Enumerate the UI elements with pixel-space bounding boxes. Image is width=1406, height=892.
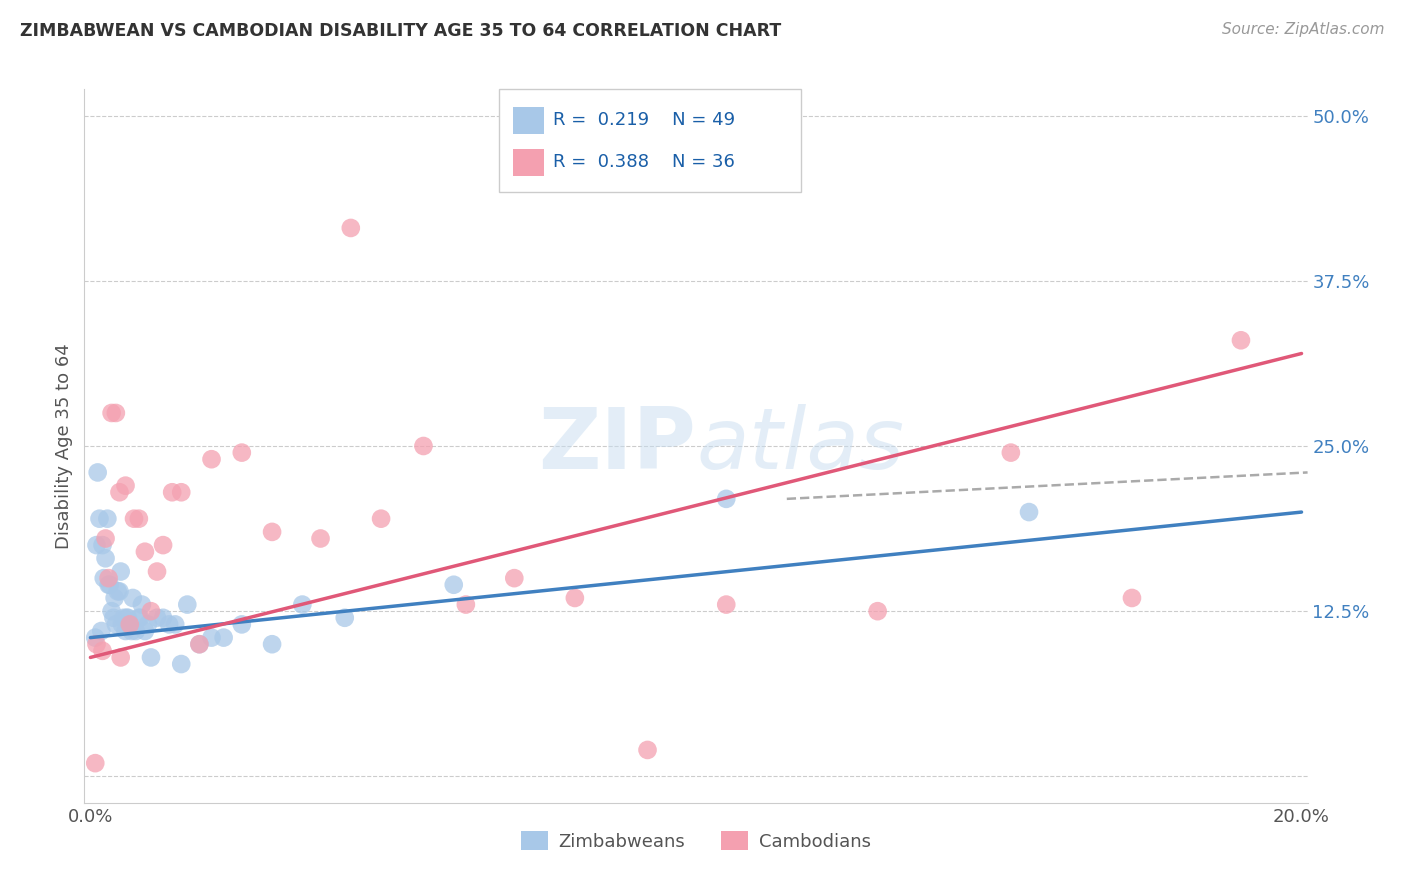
Point (104, 406, 127, 420)
Point (309, 532, 332, 546)
Point (637, 743, 659, 757)
Point (176, 598, 198, 612)
Point (89, 511, 111, 525)
Point (128, 511, 150, 525)
Point (262, 637, 284, 651)
Point (134, 545, 156, 559)
Point (91, 538, 114, 552)
Point (114, 478, 136, 492)
Point (118, 617, 141, 632)
Point (104, 591, 127, 605)
Point (231, 617, 253, 632)
Point (103, 611, 125, 625)
Point (94, 551, 117, 566)
Point (1230, 333, 1253, 347)
Point (134, 624, 156, 638)
Point (165, 617, 187, 632)
Point (157, 617, 180, 632)
Point (152, 538, 174, 552)
Point (443, 578, 465, 592)
Legend: Zimbabweans, Cambodians: Zimbabweans, Cambodians (513, 824, 879, 858)
Point (125, 624, 148, 638)
Point (188, 637, 211, 651)
Point (200, 452, 222, 467)
Point (200, 631, 222, 645)
Point (86, 538, 108, 552)
Point (94, 532, 117, 546)
Point (110, 650, 132, 665)
Text: ZIP: ZIP (538, 404, 696, 488)
Point (128, 611, 150, 625)
Point (121, 591, 143, 605)
Text: ZIMBABWEAN VS CAMBODIAN DISABILITY AGE 35 TO 64 CORRELATION CHART: ZIMBABWEAN VS CAMBODIAN DISABILITY AGE 3… (20, 22, 780, 40)
Point (231, 445, 253, 459)
Point (412, 439, 434, 453)
Point (110, 565, 132, 579)
Point (118, 617, 141, 632)
Point (866, 604, 889, 618)
Point (100, 604, 122, 618)
Point (1018, 505, 1040, 519)
Point (131, 598, 153, 612)
Point (108, 485, 131, 500)
Point (262, 524, 284, 539)
Point (112, 611, 135, 625)
Point (340, 221, 363, 235)
Point (139, 650, 162, 665)
Point (716, 598, 738, 612)
Point (129, 611, 152, 625)
Point (96, 511, 118, 525)
Point (121, 624, 143, 638)
Point (188, 637, 211, 651)
Point (146, 565, 169, 579)
Point (139, 604, 162, 618)
Point (170, 657, 193, 671)
Point (86, 637, 108, 651)
Point (146, 611, 169, 625)
Y-axis label: Disability Age 35 to 64: Disability Age 35 to 64 (55, 343, 73, 549)
Point (84, 631, 107, 645)
Text: R =  0.388    N = 36: R = 0.388 N = 36 (553, 153, 734, 171)
Point (503, 571, 526, 585)
Point (122, 511, 145, 525)
Point (100, 406, 122, 420)
Point (108, 584, 131, 599)
Point (107, 584, 129, 599)
Point (1121, 591, 1143, 605)
Point (370, 511, 392, 525)
Point (160, 485, 183, 500)
Point (291, 598, 314, 612)
Point (104, 617, 127, 632)
Text: atlas: atlas (696, 404, 904, 488)
Point (93, 571, 115, 585)
Text: R =  0.219    N = 49: R = 0.219 N = 49 (553, 112, 735, 129)
Point (97, 578, 120, 592)
Point (117, 611, 139, 625)
Text: Source: ZipAtlas.com: Source: ZipAtlas.com (1222, 22, 1385, 37)
Point (98, 578, 121, 592)
Point (454, 598, 477, 612)
Point (111, 617, 134, 632)
Point (114, 624, 136, 638)
Point (115, 611, 138, 625)
Point (152, 611, 174, 625)
Point (333, 611, 356, 625)
Point (1000, 445, 1022, 459)
Point (564, 591, 586, 605)
Point (212, 631, 235, 645)
Point (84, 756, 107, 771)
Point (90, 624, 112, 638)
Point (170, 485, 193, 500)
Point (97, 571, 120, 585)
Point (136, 617, 159, 632)
Point (86, 466, 108, 480)
Point (91, 644, 114, 658)
Point (716, 491, 738, 506)
